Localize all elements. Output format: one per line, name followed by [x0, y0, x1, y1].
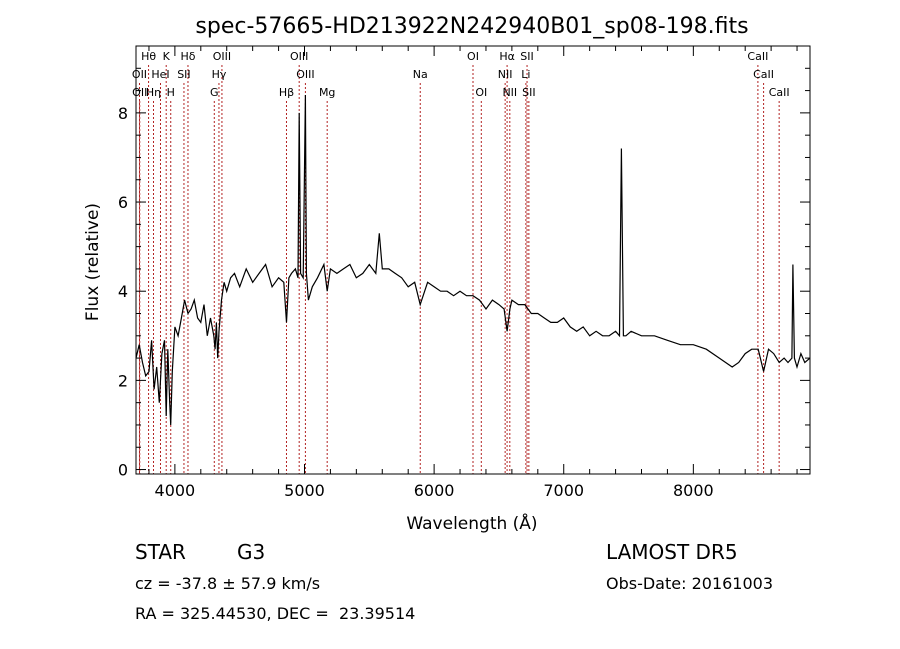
y-tick-label: 6 [118, 193, 128, 212]
star-subclass: G3 [237, 540, 266, 564]
x-axis-ticks: 4000 5000 6000 7000 8000 [148, 46, 798, 500]
survey-name: LAMOST DR5 [606, 540, 738, 564]
marker-label-20: G [210, 86, 219, 99]
redshift-value: cz = -37.8 ± 57.9 km/s [135, 574, 321, 593]
coordinates: RA = 325.44530, DEC = 23.39514 [135, 604, 416, 623]
chart-title: spec-57665-HD213922N242940B01_sp08-198.f… [195, 14, 748, 39]
marker-label-22: Mg [319, 86, 335, 99]
marker-label-21: Hβ [279, 86, 294, 99]
x-tick-label: 4000 [155, 481, 196, 500]
marker-label-19: H [167, 86, 175, 99]
marker-label-12: Hγ [212, 68, 227, 81]
y-tick-label: 0 [118, 461, 128, 480]
marker-label-16: CaII [753, 68, 774, 81]
marker-label-27: CaII [769, 86, 790, 99]
marker-label-5: OI [467, 50, 479, 63]
x-tick-label: 7000 [543, 481, 584, 500]
y-tick-label: 4 [118, 282, 128, 301]
marker-label-2: Hδ [180, 50, 195, 63]
marker-label-3: OIII [213, 50, 231, 63]
spectrum-series-line [135, 94, 811, 426]
y-tick-label: 8 [118, 104, 128, 123]
y-axis-label: Flux (relative) [83, 203, 103, 321]
marker-label-14: NII [498, 68, 513, 81]
marker-label-4: OIII [290, 50, 308, 63]
x-tick-label: 5000 [284, 481, 325, 500]
marker-label-13: OIII [296, 68, 314, 81]
marker-label-15: Li [521, 68, 530, 81]
marker-label-23: Na [413, 68, 428, 81]
star-class: STAR [135, 540, 186, 564]
y-axis-ticks: 0 2 4 6 8 [118, 67, 810, 480]
observation-date: Obs-Date: 20161003 [606, 574, 774, 593]
marker-label-11: SII [177, 68, 190, 81]
marker-label-26: SII [522, 86, 535, 99]
marker-label-24: OI [475, 86, 487, 99]
marker-label-18: Hη [146, 86, 161, 99]
marker-label-0: Hθ [141, 50, 156, 63]
marker-label-7: SII [520, 50, 533, 63]
marker-label-6: Hα [499, 50, 515, 63]
marker-label-25: NII [502, 86, 517, 99]
marker-label-1: K [163, 50, 171, 63]
x-tick-label: 6000 [414, 481, 455, 500]
marker-label-10: HeI [151, 68, 169, 81]
y-tick-label: 2 [118, 371, 128, 390]
marker-label-9: OII [132, 68, 147, 81]
plot-frame [135, 45, 811, 475]
line-markers: Hθ K Hδ OIII OIII OI Hα SII CaII OII HeI SII Hγ OIII N… [132, 50, 790, 474]
x-axis-label: Wavelength (Å) [406, 512, 537, 534]
x-tick-label: 8000 [673, 481, 714, 500]
marker-label-8: CaII [747, 50, 768, 63]
